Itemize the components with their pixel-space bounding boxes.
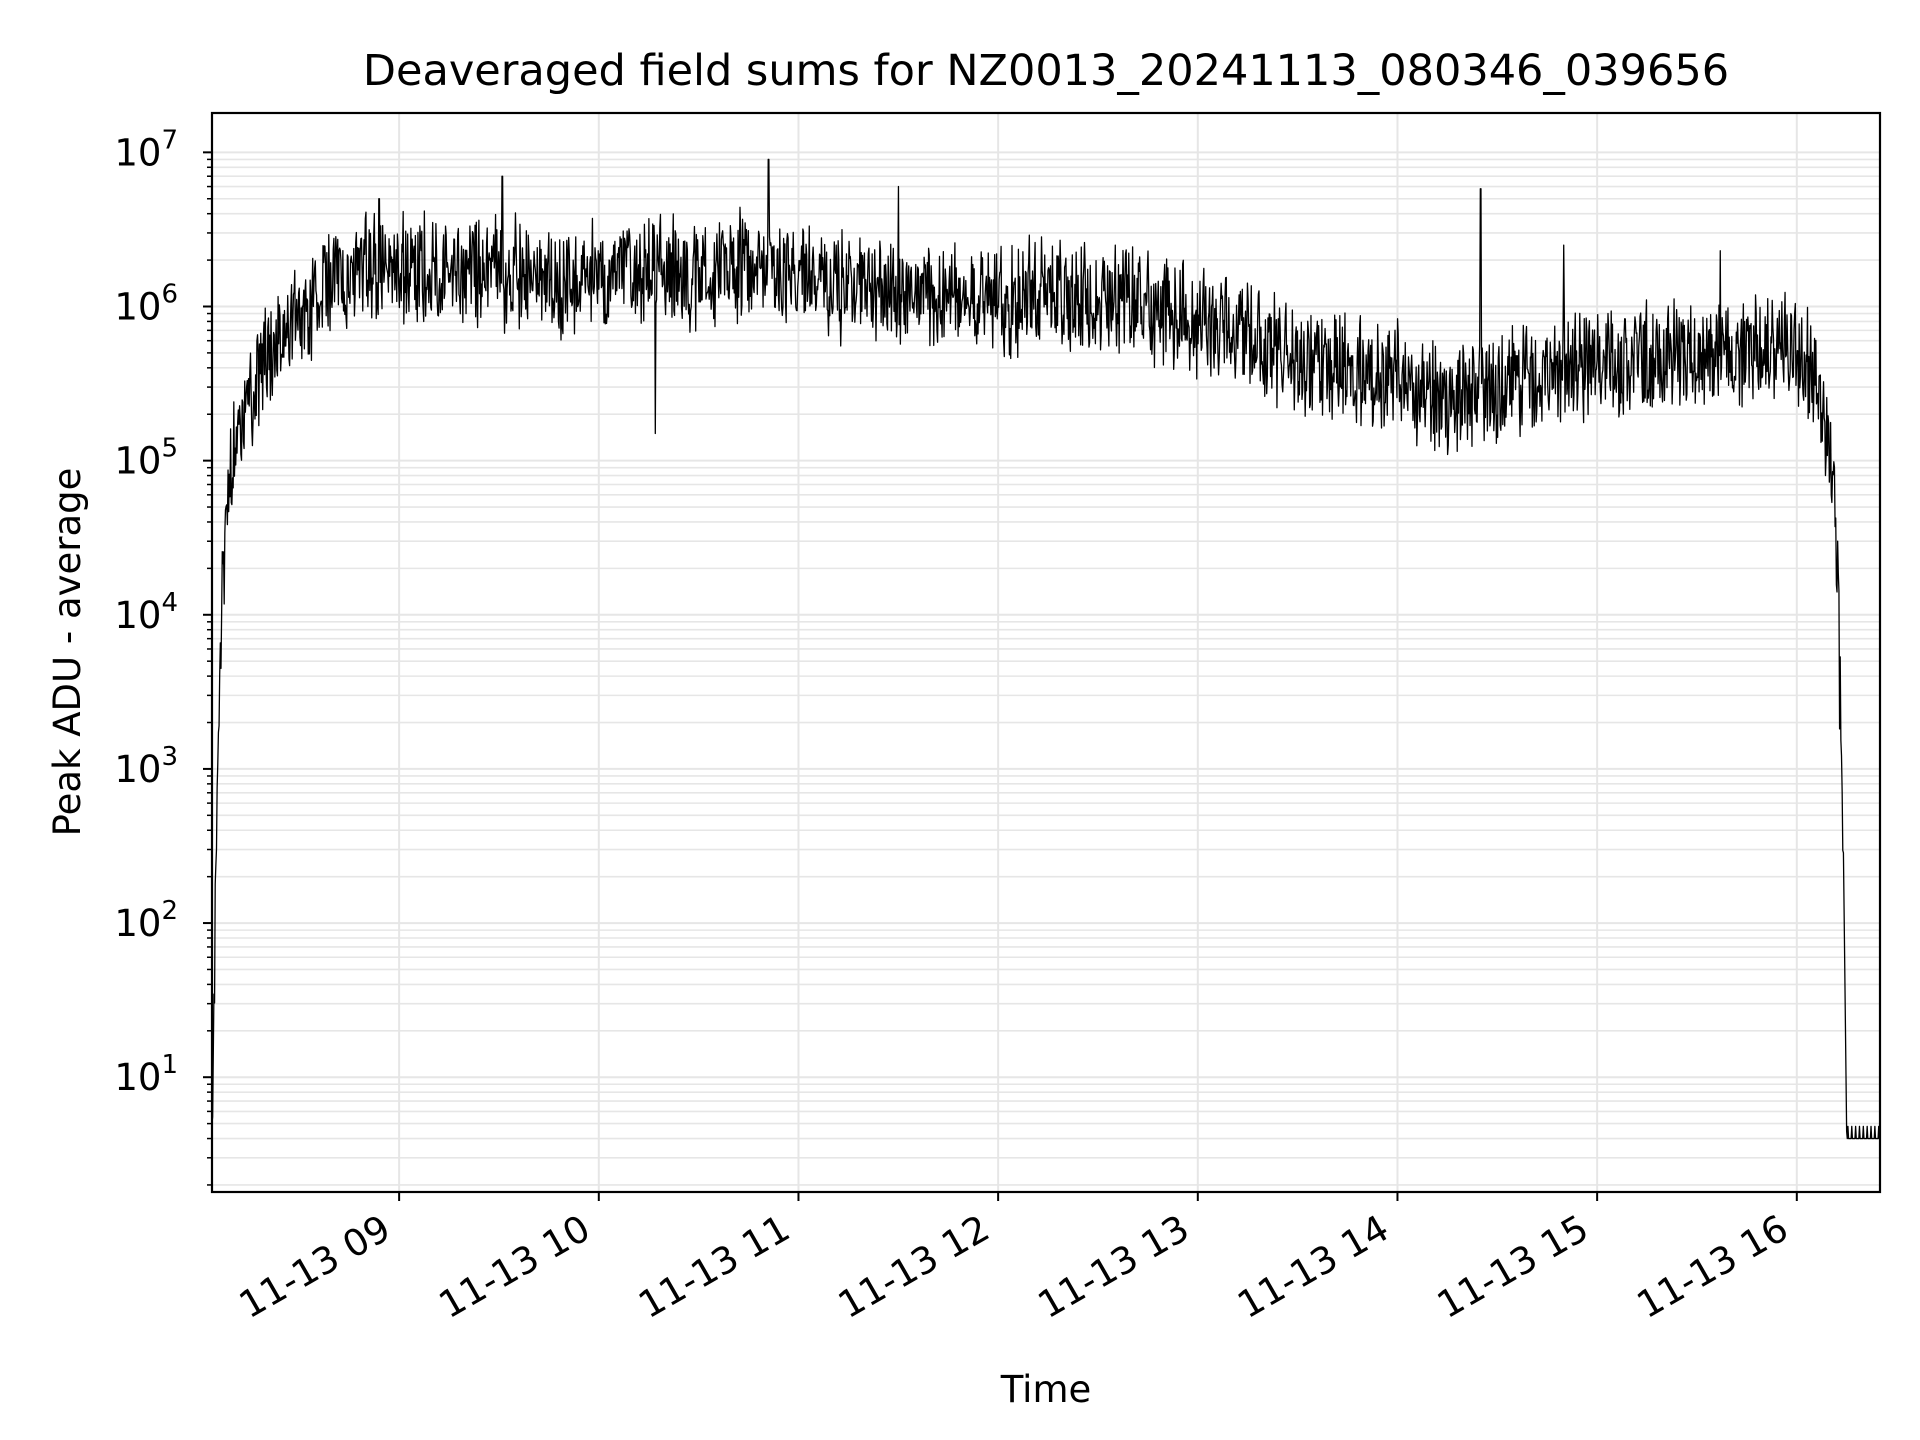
series-layer [211,158,1881,1140]
y-tick-label: 105 [114,434,178,483]
y-tick-label: 106 [114,279,178,328]
y-tick-label: 102 [114,896,178,945]
y-tick-label: 103 [114,742,178,791]
y-axis-label: Peak ADU - average [46,468,89,837]
y-tick-label: 104 [114,588,178,637]
grid-layer [212,113,1880,1192]
chart-title: Deaveraged field sums for NZ0013_2024111… [363,46,1729,96]
y-tick-label: 107 [114,125,178,174]
plot-frame [210,111,1882,1194]
series-line [211,158,1881,1140]
y-tick-label: 101 [114,1050,178,1099]
x-axis-label: Time [1000,1368,1092,1411]
